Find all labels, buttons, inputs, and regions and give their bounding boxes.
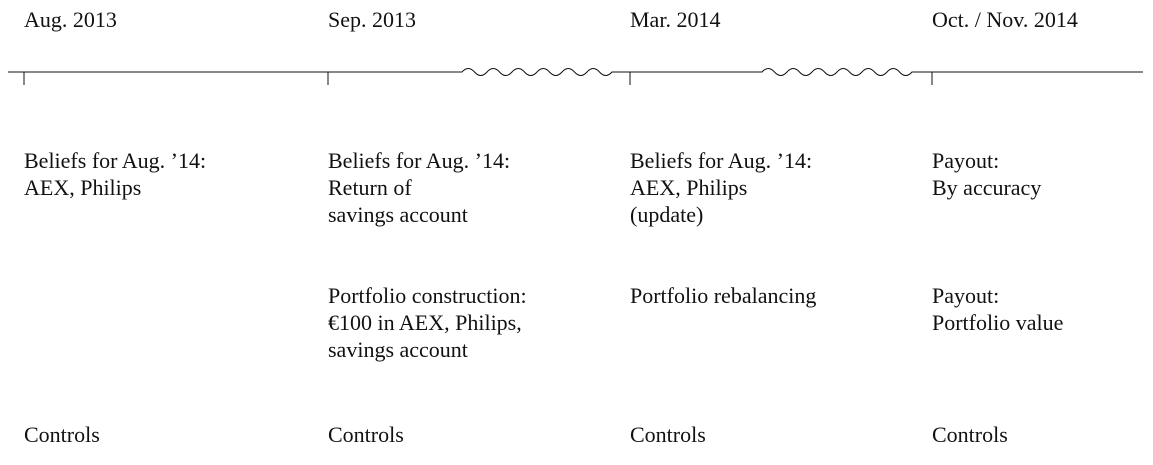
- beliefs-line: Beliefs for Aug. ’14:: [24, 148, 206, 173]
- beliefs-line: Payout:: [932, 148, 999, 173]
- beliefs-line: Beliefs for Aug. ’14:: [328, 148, 510, 173]
- beliefs-line: By accuracy: [932, 175, 1041, 200]
- controls-label: Controls: [932, 422, 1008, 447]
- controls-label: Controls: [630, 422, 706, 447]
- timeline-axis: [8, 68, 1143, 85]
- beliefs-line: Return of: [328, 175, 412, 200]
- date-label: Mar. 2014: [630, 7, 720, 32]
- timeline-line: [8, 68, 1143, 76]
- timeline-column: Aug. 2013 Beliefs for Aug. ’14:AEX, Phili…: [24, 7, 206, 447]
- portfolio-line: Payout:: [932, 283, 999, 308]
- controls-label: Controls: [24, 422, 100, 447]
- date-label: Sep. 2013: [328, 7, 416, 32]
- beliefs-line: savings account: [328, 202, 468, 227]
- date-label: Oct. / Nov. 2014: [932, 7, 1078, 32]
- beliefs-line: Beliefs for Aug. ’14:: [630, 148, 812, 173]
- portfolio-line: Portfolio construction:: [328, 283, 527, 308]
- beliefs-line: AEX, Philips: [630, 175, 747, 200]
- date-label: Aug. 2013: [24, 7, 117, 32]
- portfolio-line: Portfolio value: [932, 310, 1063, 335]
- beliefs-line: (update): [630, 202, 703, 227]
- controls-label: Controls: [328, 422, 404, 447]
- beliefs-line: AEX, Philips: [24, 175, 141, 200]
- portfolio-line: Portfolio rebalancing: [630, 283, 816, 308]
- portfolio-line: savings account: [328, 337, 468, 362]
- portfolio-line: €100 in AEX, Philips,: [328, 310, 522, 335]
- timeline-column: Mar. 2014 Beliefs for Aug. ’14:AEX, Phili…: [630, 7, 816, 447]
